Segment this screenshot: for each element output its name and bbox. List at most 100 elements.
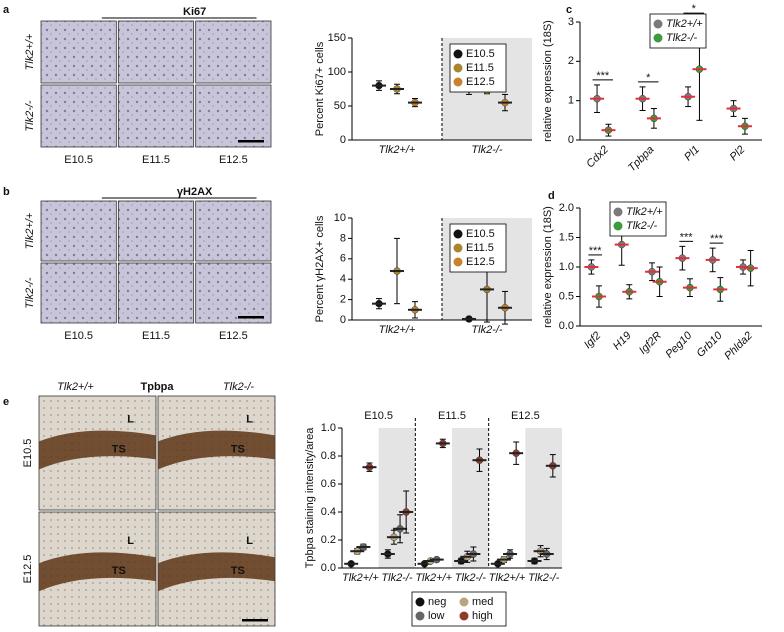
legend-label: Tlk2-/-	[626, 220, 658, 232]
legend-label: E10.5	[466, 228, 495, 240]
legend-swatch	[459, 611, 469, 621]
x-tick-label: Tlk2-/-	[528, 572, 560, 584]
region-label: L	[246, 413, 253, 425]
x-tick-label: Grb10	[695, 329, 726, 360]
legend-label: E12.5	[466, 256, 495, 268]
scale-bar	[238, 316, 264, 319]
y-tick-label: 50	[334, 100, 346, 112]
column-label: Tlk2-/-	[223, 381, 255, 393]
significance-label: *	[692, 3, 697, 15]
legend-swatch	[613, 207, 623, 217]
x-tick-label: Tlk2+/+	[489, 572, 526, 584]
x-tick-label: Pl1	[682, 144, 702, 164]
legend-swatch	[653, 33, 663, 43]
column-label: Tlk2+/+	[57, 381, 94, 393]
legend-label: Tlk2+/+	[626, 206, 663, 218]
legend-swatch	[453, 243, 463, 253]
group-label: E10.5	[364, 410, 393, 422]
row-label: E12.5	[22, 555, 34, 584]
micrograph	[195, 84, 272, 148]
y-tick-label: 1.0	[321, 422, 336, 434]
micrograph-title: γH2AX	[177, 186, 213, 198]
row-label: Tlk2+/+	[24, 33, 36, 70]
micrograph	[117, 20, 195, 84]
legend-label: E11.5	[466, 242, 494, 254]
micrograph	[195, 20, 272, 84]
legend-swatch	[453, 77, 463, 87]
legend-box	[411, 591, 507, 627]
y-tick-label: 0	[340, 314, 346, 326]
y-tick-label: 0	[340, 134, 346, 146]
legend-label: high	[472, 610, 493, 622]
y-tick-label: 0	[568, 134, 574, 146]
legend-swatch	[453, 229, 463, 239]
group-label: E12.5	[511, 410, 540, 422]
legend-label: low	[428, 610, 445, 622]
legend-swatch	[415, 611, 425, 621]
shaded-region	[525, 428, 562, 568]
micrograph	[195, 200, 272, 262]
significance-label: ***	[596, 70, 610, 82]
micrograph-title: Tpbpa	[141, 381, 175, 393]
y-tick-label: 100	[328, 66, 346, 78]
y-tick-label: 3	[568, 16, 574, 28]
y-tick-label: 1.5	[559, 231, 574, 243]
panel-letter: d	[548, 190, 555, 202]
region-label: L	[127, 535, 134, 547]
legend-label: E10.5	[466, 48, 495, 60]
x-tick-label: Tlk2-/-	[381, 572, 413, 584]
x-tick-label: Pl2	[728, 144, 748, 164]
x-tick-label: Tlk2+/+	[342, 572, 379, 584]
significance-label: *	[646, 72, 651, 84]
y-tick-label: 0.2	[321, 534, 336, 546]
y-tick-label: 8	[340, 232, 346, 244]
row-label: Tlk2-/-	[24, 100, 36, 132]
x-tick-label: Igf2	[582, 330, 603, 351]
panel-letter: e	[3, 396, 9, 408]
row-label: E10.5	[22, 439, 34, 468]
scale-bar	[242, 619, 268, 622]
panel-letter: b	[3, 186, 10, 198]
stain-band	[158, 552, 275, 592]
y-tick-label: 0.5	[559, 290, 574, 302]
legend-swatch	[653, 19, 663, 29]
y-tick-label: 1.0	[559, 261, 574, 273]
x-tick-label: Tlk2-/-	[471, 144, 503, 156]
legend-label: Tlk2+/+	[666, 18, 703, 30]
x-tick-label: Cdx2	[584, 144, 611, 171]
y-tick-label: 0.6	[321, 478, 336, 490]
legend-swatch	[459, 597, 469, 607]
y-tick-label: 0.4	[321, 506, 336, 518]
x-tick-label: Tlk2+/+	[379, 324, 416, 336]
legend-swatch	[415, 597, 425, 607]
column-label: E11.5	[142, 154, 170, 166]
x-tick-label: H19	[611, 330, 634, 353]
region-label: L	[127, 413, 134, 425]
y-axis-title: Tpbpa staining intensity/area	[304, 427, 316, 569]
x-tick-label: Igf2R	[637, 330, 664, 357]
column-label: E12.5	[219, 330, 248, 342]
legend-label: E12.5	[466, 76, 495, 88]
stain-band	[39, 430, 156, 470]
x-tick-label: Tlk2+/+	[379, 144, 416, 156]
micrograph	[117, 200, 195, 262]
y-axis-title: relative expression (18S)	[542, 20, 554, 142]
micrograph	[40, 262, 117, 324]
column-label: E11.5	[142, 330, 170, 342]
region-label: L	[246, 535, 253, 547]
x-tick-label: Tpbpa	[626, 144, 657, 175]
row-label: Tlk2-/-	[24, 277, 36, 309]
y-tick-label: 2.0	[559, 202, 574, 214]
region-label: TS	[112, 443, 126, 455]
y-tick-label: 10	[334, 212, 346, 224]
region-label: TS	[231, 565, 245, 577]
micrograph-title: Ki67	[183, 6, 206, 18]
legend-swatch	[613, 221, 623, 231]
legend-swatch	[453, 257, 463, 267]
x-tick-label: Peg10	[663, 329, 695, 361]
significance-label: ***	[589, 245, 603, 257]
x-tick-label: Phlda2	[722, 330, 755, 363]
micrograph	[40, 200, 117, 262]
micrograph	[117, 84, 195, 148]
